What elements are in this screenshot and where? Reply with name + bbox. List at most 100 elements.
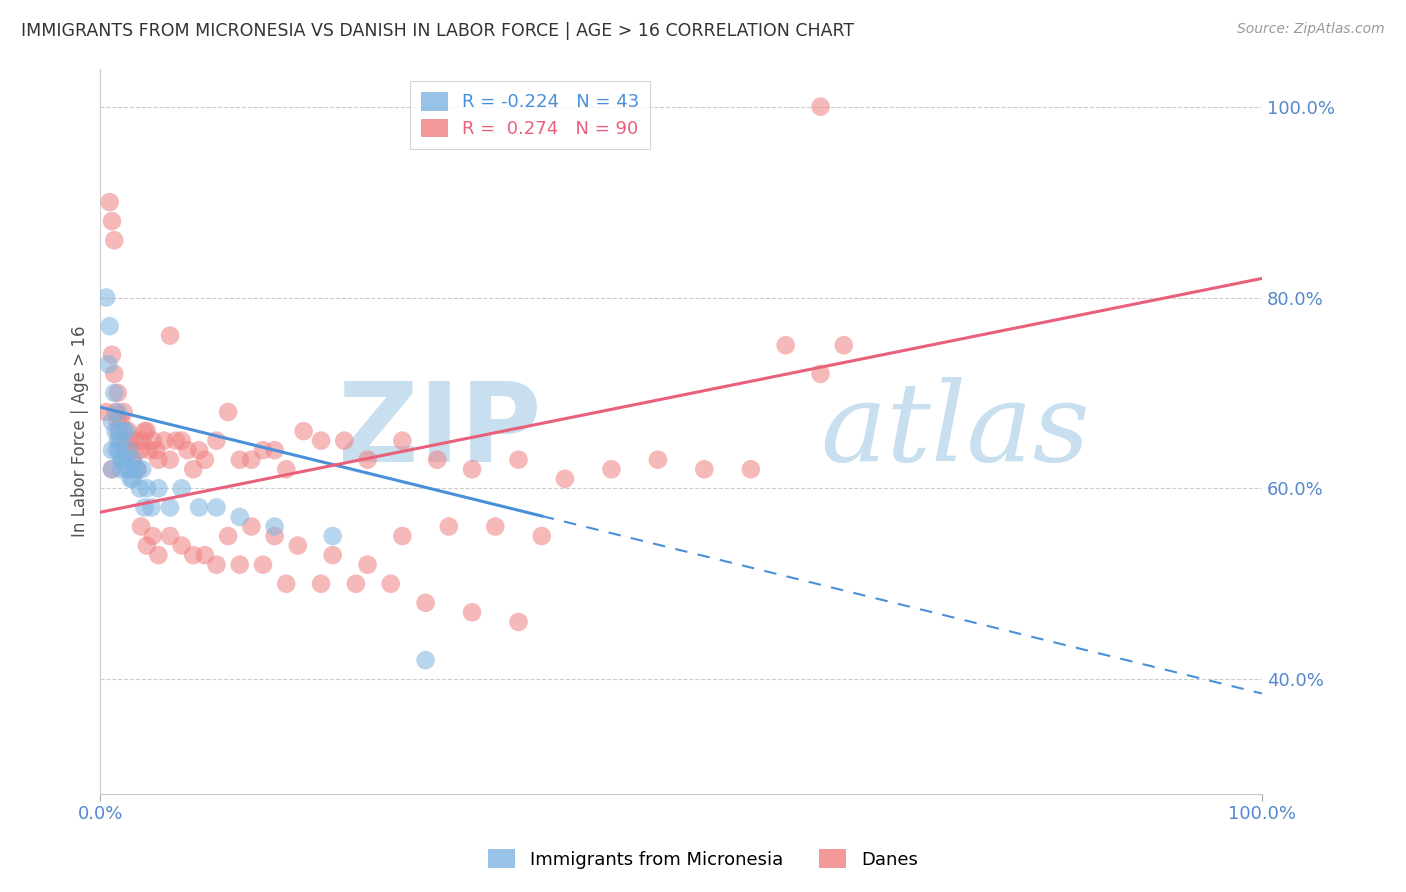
Point [124,462,146,476]
Point [810,100,832,114]
Point [181,462,204,476]
Point [97,357,120,371]
Point [129,519,152,533]
Point [117,443,139,458]
Point [356,452,378,467]
Point [309,434,332,448]
Point [344,576,367,591]
Point [263,443,285,458]
Point [205,558,228,572]
Point [135,481,157,495]
Point [110,452,132,467]
Point [205,434,228,448]
Point [832,338,855,352]
Point [122,472,145,486]
Point [107,434,129,448]
Point [461,462,484,476]
Point [263,519,285,533]
Point [131,462,153,476]
Point [112,452,135,467]
Point [229,452,252,467]
Point [108,434,131,448]
Point [415,653,437,667]
Point [810,367,832,381]
Point [128,443,150,458]
Point [115,462,138,476]
Point [188,443,211,458]
Point [188,500,211,515]
Point [647,452,669,467]
Text: Source: ZipAtlas.com: Source: ZipAtlas.com [1237,22,1385,37]
Point [508,452,530,467]
Point [176,443,198,458]
Point [101,462,124,476]
Point [127,462,149,476]
Point [112,424,135,438]
Point [98,195,121,210]
Point [104,405,127,419]
Point [205,500,228,515]
Point [118,462,141,476]
Point [391,434,413,448]
Point [107,405,129,419]
Legend: R = -0.224   N = 43, R =  0.274   N = 90: R = -0.224 N = 43, R = 0.274 N = 90 [411,81,651,149]
Point [115,452,138,467]
Point [122,452,145,467]
Point [120,443,142,458]
Point [322,529,344,543]
Point [263,529,285,543]
Point [96,291,118,305]
Point [101,443,124,458]
Point [194,452,217,467]
Point [309,576,332,591]
Point [148,481,170,495]
Text: atlas: atlas [821,377,1090,485]
Point [217,529,239,543]
Point [380,576,402,591]
Point [107,386,129,401]
Legend: Immigrants from Micronesia, Danes: Immigrants from Micronesia, Danes [481,842,925,876]
Point [740,462,762,476]
Point [134,500,156,515]
Point [142,434,165,448]
Point [111,452,134,467]
Point [426,452,449,467]
Point [122,452,145,467]
Point [115,424,138,438]
Point [101,348,124,362]
Point [135,539,157,553]
Point [437,519,460,533]
Point [240,452,263,467]
Point [104,424,127,438]
Point [96,405,118,419]
Point [105,443,128,458]
Point [415,596,437,610]
Point [153,434,176,448]
Point [165,434,187,448]
Point [159,500,181,515]
Point [554,472,576,486]
Point [111,434,134,448]
Point [484,519,506,533]
Point [103,386,125,401]
Point [287,539,309,553]
Point [252,443,274,458]
Point [148,452,170,467]
Point [461,606,484,620]
Point [101,214,124,228]
Point [229,558,252,572]
Point [217,405,239,419]
Point [108,443,131,458]
Y-axis label: In Labor Force | Age > 16: In Labor Force | Age > 16 [72,326,89,537]
Point [110,415,132,429]
Point [128,481,150,495]
Point [108,424,131,438]
Point [170,481,193,495]
Point [508,615,530,629]
Point [229,510,252,524]
Point [118,434,141,448]
Point [252,558,274,572]
Point [103,367,125,381]
Point [170,539,193,553]
Point [127,462,149,476]
